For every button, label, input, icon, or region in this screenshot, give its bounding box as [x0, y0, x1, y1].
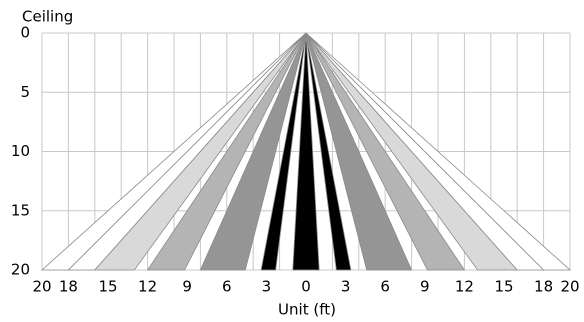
x-tick-label: 6: [222, 278, 232, 296]
y-tick-label: 10: [11, 142, 30, 160]
y-tick-label: 0: [20, 24, 30, 42]
y-tick-label: 20: [11, 261, 30, 279]
beam: [260, 32, 307, 271]
x-tick-label: 12: [455, 278, 474, 296]
beam: [93, 32, 307, 271]
beam: [199, 32, 307, 271]
beam: [305, 32, 352, 271]
x-tick-label: 20: [560, 278, 579, 296]
beam: [305, 32, 466, 271]
x-tick-label: 20: [32, 278, 51, 296]
x-tick-label: 9: [182, 278, 192, 296]
x-tick-label: 15: [98, 278, 117, 296]
beam: [146, 32, 307, 271]
x-tick-label: 15: [494, 278, 513, 296]
y-tick-label: 5: [20, 83, 30, 101]
x-tick-label: 3: [262, 278, 272, 296]
x-tick-label: 3: [341, 278, 351, 296]
x-tick-label: 9: [420, 278, 430, 296]
beam: [305, 32, 572, 271]
x-tick-label: 18: [534, 278, 553, 296]
x-tick-label: 6: [380, 278, 390, 296]
x-tick-label: 12: [138, 278, 157, 296]
beam: [292, 32, 320, 271]
x-tick-label: 0: [301, 278, 311, 296]
y-axis-title: Ceiling: [22, 8, 73, 26]
y-tick-label: 15: [11, 201, 30, 219]
beam: [305, 32, 413, 271]
x-tick-label: 18: [59, 278, 78, 296]
x-axis-title: Unit (ft): [278, 301, 336, 319]
